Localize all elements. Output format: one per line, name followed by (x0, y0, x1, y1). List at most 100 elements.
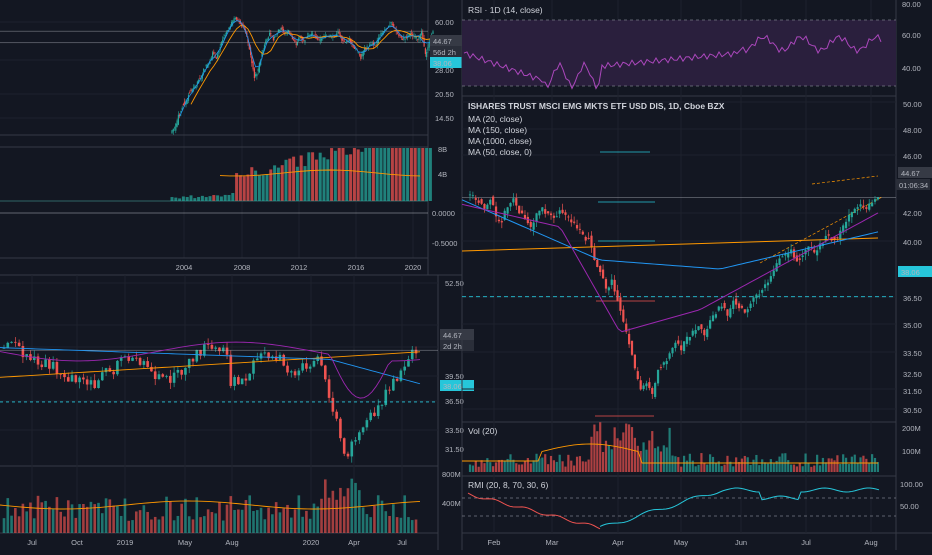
candle-body (222, 39, 224, 43)
candle-body (313, 35, 315, 37)
candle-body (761, 290, 764, 293)
volume-bar (108, 499, 112, 533)
volume-bar (746, 457, 749, 472)
trend-line (811, 175, 879, 185)
candle-body (853, 208, 856, 213)
volume-bar (127, 520, 131, 533)
candle-body (169, 375, 172, 383)
volume-bar (766, 463, 770, 472)
volume-bar (477, 466, 480, 472)
daily-chart-pane[interactable]: RSI · 1D (14, close) ISHARES TRUST MSCI … (461, 0, 932, 550)
volume-bar (265, 174, 269, 201)
candle-body (320, 356, 323, 366)
candle-body (265, 40, 267, 45)
ma-line (0, 351, 421, 378)
indicator-ma1000-label[interactable]: MA (1000, close) (468, 136, 532, 146)
candle-body (205, 64, 207, 67)
volume-title[interactable]: Vol (20) (468, 426, 497, 436)
candle-body (766, 282, 770, 286)
candle-body (25, 354, 28, 358)
volume-bar (630, 427, 634, 472)
candle-body (404, 39, 406, 40)
price-axis-label: 31.50 (445, 445, 464, 454)
price-axis-label: 20.50 (435, 90, 454, 99)
volume-bar (680, 466, 683, 472)
rsi-line (463, 33, 882, 90)
candle-body (181, 107, 183, 111)
candle-body (427, 47, 429, 51)
volume-bar (541, 457, 544, 472)
candle-body (405, 37, 407, 38)
rmi-title[interactable]: RMI (20, 8, 70, 30, 6) (468, 480, 548, 490)
candle-body (407, 36, 409, 39)
price-axis-label: 36.50 (445, 397, 464, 406)
volume-bar (252, 511, 255, 533)
candle-body (281, 26, 283, 30)
price-axis-label: 44.67 (433, 37, 452, 46)
x-axis-label: Jul (801, 538, 811, 547)
candle-body (259, 353, 263, 359)
candle-body (361, 53, 363, 57)
candle-body (415, 36, 418, 38)
volume-bar (561, 461, 564, 472)
candle-body (350, 441, 354, 457)
candle-body (520, 210, 524, 214)
candle-body (177, 114, 179, 125)
volume-axis-label: 4B (438, 170, 447, 179)
candle-body (189, 91, 191, 93)
volume-bar (322, 157, 326, 201)
volume-bar (123, 498, 127, 533)
candle-body (380, 404, 384, 406)
candle-body (732, 300, 735, 309)
candle-body (342, 37, 344, 42)
price-axis-label: 30.50 (903, 406, 922, 415)
volume-bar (289, 517, 293, 533)
volume-bar (587, 459, 590, 472)
volume-bar (70, 504, 74, 533)
volume-bar (327, 497, 331, 533)
candle-body (709, 320, 712, 329)
volume-bar (865, 458, 868, 472)
indicator-ma20-label[interactable]: MA (20, close) (468, 114, 522, 124)
volume-bar (740, 458, 744, 472)
volume-bar (318, 152, 322, 201)
candle-body (263, 44, 266, 50)
candle-body (355, 48, 357, 50)
volume-bar (193, 198, 197, 201)
candle-body (587, 237, 590, 239)
candle-body (489, 199, 492, 205)
volume-bar (792, 464, 796, 472)
candle-body (384, 389, 388, 405)
indicator-ma150-label[interactable]: MA (150, close) (468, 125, 527, 135)
indicator-ma50-label[interactable]: MA (50, close, 0) (468, 147, 532, 157)
volume-bar (596, 431, 599, 472)
candle-body (171, 130, 173, 134)
price-axis-label-bg (440, 329, 474, 340)
candle-body (839, 230, 842, 240)
candle-body (66, 377, 70, 382)
volume-bar (665, 447, 668, 472)
candle-body (871, 202, 874, 207)
candle-body (688, 336, 691, 341)
candle-body (596, 259, 599, 267)
candle-body (370, 44, 372, 45)
volume-axis-label: 100M (902, 447, 921, 456)
volume-bar (354, 482, 357, 533)
volume-bar (165, 496, 168, 533)
volume-bar (6, 498, 10, 533)
volume-bar (726, 455, 729, 472)
candle-body (10, 341, 13, 343)
x-axis-label: 2016 (348, 263, 365, 272)
volume-bar (810, 466, 813, 472)
monthly-chart-pane[interactable]: 2004 2008 2012 2016 2020 60.00 44.67 38.0628.0… (0, 0, 464, 275)
candle-body (195, 349, 199, 362)
candle-body (737, 303, 741, 309)
rsi-axis-label: 60.00 (902, 31, 921, 40)
candle-body (308, 34, 310, 37)
volume-bar (801, 466, 804, 472)
volume-bar (21, 503, 25, 533)
volume-bar (392, 504, 395, 533)
weekly-chart-pane[interactable]: Jul Oct 2019 May Aug 2020 Apr Jul 52.50 44.67 39.… (0, 274, 474, 550)
candle-body (357, 52, 359, 53)
